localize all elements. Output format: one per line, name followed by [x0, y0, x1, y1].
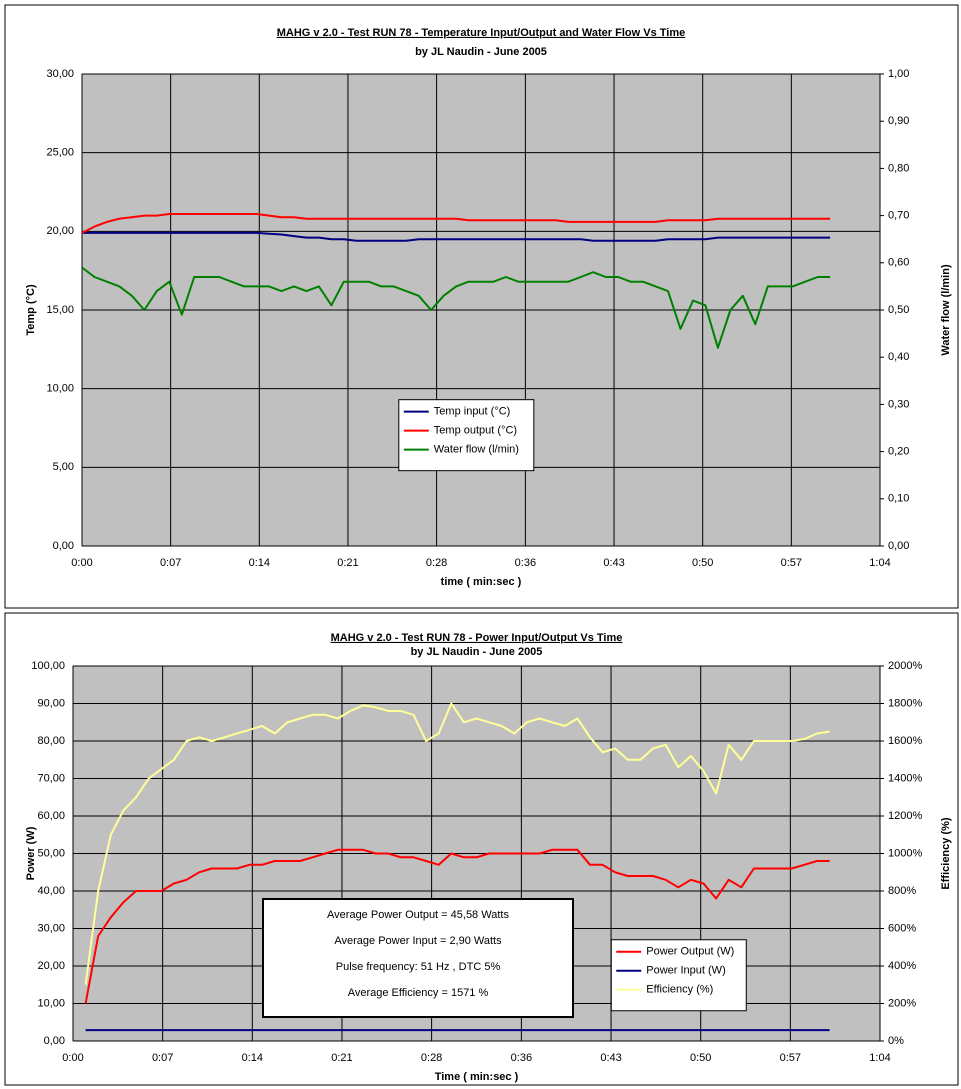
y2-tick-label: 0% — [888, 1035, 904, 1047]
x-tick-label: 1:04 — [869, 1052, 890, 1064]
annotation-box — [262, 898, 574, 1018]
chart-subtitle: by JL Naudin - June 2005 — [411, 646, 543, 658]
x-tick-label: 0:50 — [690, 1052, 711, 1064]
annotation: Pulse frequency: 51 Hz , DTC 5% — [336, 961, 501, 973]
x-tick-label: 0:07 — [152, 1052, 173, 1064]
x-tick-label: 0:36 — [515, 557, 536, 569]
y2-tick-label: 0,40 — [888, 351, 909, 363]
y2-tick-label: 600% — [888, 922, 916, 934]
x-tick-label: 0:43 — [600, 1052, 621, 1064]
y2-tick-label: 0,00 — [888, 540, 909, 552]
annotation: Average Power Output = 45,58 Watts — [327, 909, 509, 921]
y-tick-label: 20,00 — [37, 960, 65, 972]
x-tick-label: 0:28 — [426, 557, 447, 569]
x-tick-label: 0:00 — [71, 557, 92, 569]
x-tick-label: 0:50 — [692, 557, 713, 569]
y2-tick-label: 1200% — [888, 810, 922, 822]
annotation: Average Power Input = 2,90 Watts — [334, 935, 502, 947]
y2-tick-label: 0,50 — [888, 304, 909, 316]
series-line — [81, 266, 831, 349]
x-tick-label: 0:21 — [337, 557, 358, 569]
x-tick-label: 0:21 — [331, 1052, 352, 1064]
y2-tick-label: 1000% — [888, 847, 922, 859]
legend-label: Temp input (°C) — [434, 406, 511, 418]
series-line — [84, 848, 830, 1004]
x-axis-title: time ( min:sec ) — [441, 576, 522, 588]
x-tick-label: 0:43 — [603, 557, 624, 569]
y2-axis-title: Water flow (l/min) — [940, 264, 952, 356]
y-tick-label: 50,00 — [37, 847, 65, 859]
legend-label: Efficiency (%) — [646, 984, 713, 996]
y-tick-label: 70,00 — [37, 772, 65, 784]
series-line — [81, 213, 831, 234]
series-line — [84, 702, 830, 985]
annotation: Average Efficiency = 1571 % — [348, 987, 489, 999]
y-tick-label: 25,00 — [46, 147, 74, 159]
y2-axis-title: Efficiency (%) — [940, 817, 952, 889]
y2-tick-label: 1800% — [888, 697, 922, 709]
y2-tick-label: 0,70 — [888, 210, 909, 222]
y-tick-label: 80,00 — [37, 735, 65, 747]
series-line — [82, 231, 831, 242]
chart-subtitle: by JL Naudin - June 2005 — [415, 46, 547, 58]
y-tick-label: 15,00 — [46, 304, 74, 316]
y-tick-label: 0,00 — [44, 1035, 65, 1047]
y2-tick-label: 0,80 — [888, 162, 909, 174]
x-tick-label: 0:28 — [421, 1052, 442, 1064]
y2-tick-label: 0,60 — [888, 257, 909, 269]
y2-tick-label: 0,20 — [888, 446, 909, 458]
y2-tick-label: 0,90 — [888, 115, 909, 127]
x-tick-label: 0:57 — [780, 1052, 801, 1064]
y-tick-label: 30,00 — [46, 68, 74, 80]
x-tick-label: 0:36 — [511, 1052, 532, 1064]
y-tick-label: 60,00 — [37, 810, 65, 822]
y2-tick-label: 1400% — [888, 772, 922, 784]
x-tick-label: 0:14 — [249, 557, 270, 569]
y2-tick-label: 2000% — [888, 660, 922, 672]
y-tick-label: 0,00 — [53, 540, 74, 552]
y-tick-label: 5,00 — [53, 461, 74, 473]
x-tick-label: 0:57 — [781, 557, 802, 569]
legend-label: Water flow (l/min) — [434, 444, 519, 456]
legend-label: Power Input (W) — [646, 965, 725, 977]
y-axis-title: Temp (°C) — [25, 284, 37, 336]
chart-title: MAHG v 2.0 - Test RUN 78 - Power Input/O… — [331, 632, 623, 644]
x-tick-label: 0:14 — [242, 1052, 263, 1064]
y-tick-label: 10,00 — [46, 383, 74, 395]
x-tick-label: 0:00 — [62, 1052, 83, 1064]
y-tick-label: 20,00 — [46, 225, 74, 237]
y2-tick-label: 200% — [888, 997, 916, 1009]
y2-tick-label: 400% — [888, 960, 916, 972]
chart-title: MAHG v 2.0 - Test RUN 78 - Temperature I… — [277, 27, 685, 39]
y2-tick-label: 1600% — [888, 735, 922, 747]
y-tick-label: 100,00 — [31, 660, 65, 672]
x-axis-title: Time ( min:sec ) — [435, 1071, 519, 1083]
y2-tick-label: 0,10 — [888, 493, 909, 505]
x-tick-label: 1:04 — [869, 557, 890, 569]
legend-label: Temp output (°C) — [434, 425, 517, 437]
y-tick-label: 10,00 — [37, 997, 65, 1009]
x-tick-label: 0:07 — [160, 557, 181, 569]
y2-tick-label: 0,30 — [888, 398, 909, 410]
y-tick-label: 30,00 — [37, 922, 65, 934]
legend-label: Power Output (W) — [646, 946, 734, 958]
y-tick-label: 90,00 — [37, 697, 65, 709]
y-tick-label: 40,00 — [37, 885, 65, 897]
y2-tick-label: 1,00 — [888, 68, 909, 80]
y2-tick-label: 800% — [888, 885, 916, 897]
y-axis-title: Power (W) — [25, 826, 37, 880]
